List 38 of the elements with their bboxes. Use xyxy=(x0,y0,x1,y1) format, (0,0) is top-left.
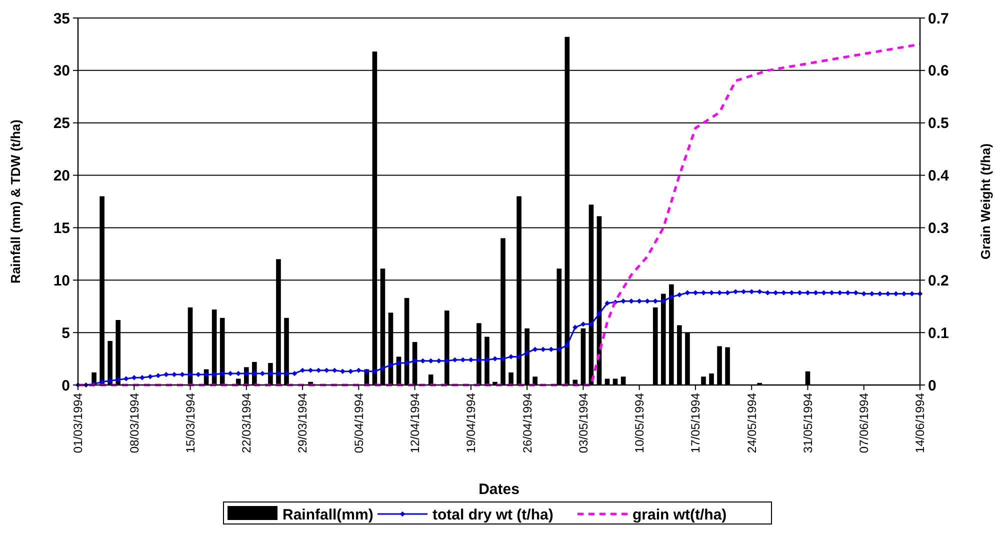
legend-label: total dry wt (t/ha) xyxy=(432,506,554,524)
x-tick-label: 26/04/1994 xyxy=(520,392,534,454)
x-tick-label: 31/05/1994 xyxy=(800,392,815,454)
y-tick-label: 5 xyxy=(62,324,70,342)
y2-tick-label: 0.5 xyxy=(928,115,949,132)
y2-tick-label: 0.3 xyxy=(928,220,949,237)
y-tick-label: 15 xyxy=(53,220,70,237)
y-axis-title: Rainfall (mm) & TDW (t/ha) xyxy=(8,120,23,284)
legend-label: grain wt(t/ha) xyxy=(632,506,727,524)
y2-axis-title: Grain Weight (t/ha) xyxy=(978,143,993,260)
x-tick-label: 07/06/1994 xyxy=(857,392,872,454)
y-tick-label: 35 xyxy=(53,10,70,28)
x-tick-label: 10/05/1994 xyxy=(632,392,647,454)
legend-label: Rainfall(mm) xyxy=(282,506,374,524)
x-tick-label: 15/03/1994 xyxy=(183,392,198,454)
x-tick-label: 19/04/1994 xyxy=(464,392,478,454)
y-tick-label: 30 xyxy=(53,62,70,80)
y2-tick-label: 0.1 xyxy=(928,324,949,342)
x-axis-title: Dates xyxy=(478,481,520,498)
y2-tick-label: 0 xyxy=(928,377,936,394)
y-tick-label: 10 xyxy=(53,272,70,290)
x-tick-label: 29/03/1994 xyxy=(296,392,310,454)
y2-tick-label: 0.7 xyxy=(928,10,949,28)
x-tick-label: 22/03/1994 xyxy=(240,392,254,454)
x-tick-label: 24/05/1994 xyxy=(744,392,759,454)
y2-tick-label: 0.6 xyxy=(928,62,949,80)
x-tick-label: 14/06/1994 xyxy=(913,392,928,454)
x-tick-label: 05/04/1994 xyxy=(352,392,366,454)
x-tick-label: 12/04/1994 xyxy=(408,392,422,454)
x-tick-label: 01/03/1994 xyxy=(71,392,86,454)
y2-tick-label: 0.4 xyxy=(928,168,950,185)
y-tick-label: 25 xyxy=(53,115,70,132)
x-tick-label: 03/05/1994 xyxy=(576,392,590,454)
y-tick-label: 0 xyxy=(62,377,70,394)
x-tick-label: 08/03/1994 xyxy=(127,392,142,454)
x-tick-label: 17/05/1994 xyxy=(688,392,703,454)
y-tick-label: 20 xyxy=(53,168,70,185)
y2-tick-label: 0.2 xyxy=(928,272,949,290)
